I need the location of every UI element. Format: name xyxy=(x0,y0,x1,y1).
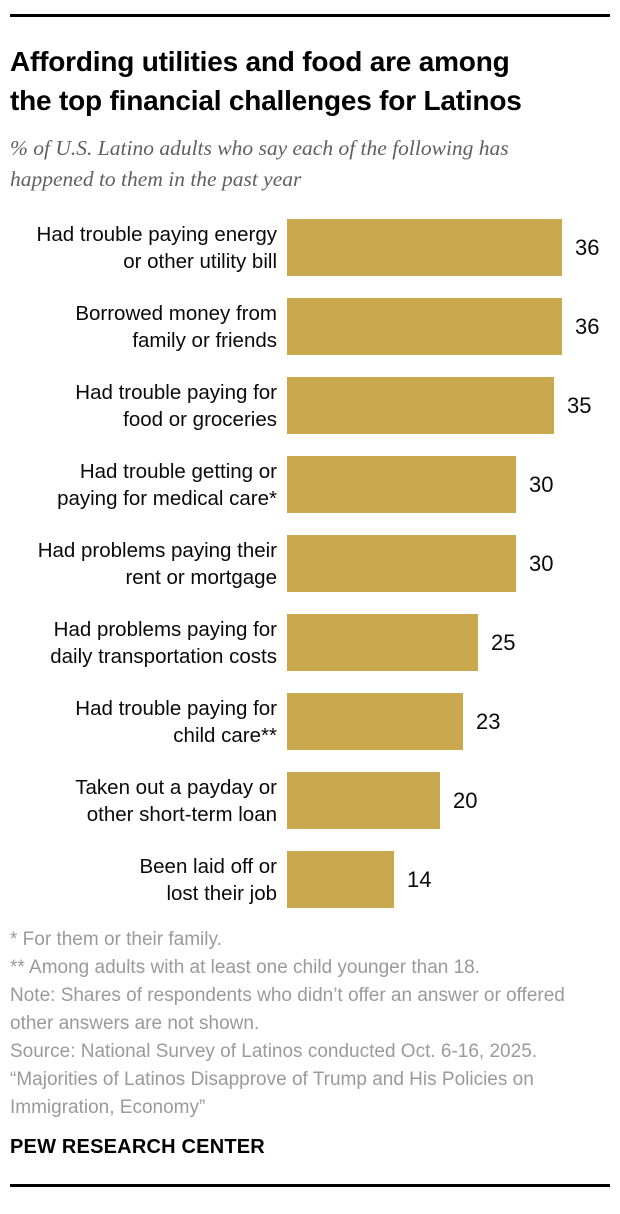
title-line-2: the top financial challenges for Latinos xyxy=(10,85,522,116)
bar xyxy=(287,377,554,434)
note-source: Source: National Survey of Latinos condu… xyxy=(10,1041,538,1062)
bar-row: Taken out a payday or other short-term lo… xyxy=(10,772,610,829)
bar-label: Had trouble paying for child care** xyxy=(75,696,277,747)
bar-row: Had trouble paying for child care** 23 xyxy=(10,693,610,750)
bar-value: 30 xyxy=(529,471,554,497)
bottom-rule xyxy=(10,1184,610,1187)
bar-label: Had trouble paying for food or groceries xyxy=(75,380,277,431)
bar-value: 14 xyxy=(407,866,432,892)
bar-value: 35 xyxy=(567,392,592,418)
bar-label: Had problems paying their rent or mortgag… xyxy=(37,538,277,589)
chart-rows: Had trouble paying energy or other utilit… xyxy=(10,219,610,908)
bar-value: 25 xyxy=(491,629,516,655)
bar-row: Been laid off or lost their job 14 xyxy=(10,851,610,908)
bar xyxy=(287,614,478,671)
note-general: Note: Shares of respondents who didn’t o… xyxy=(10,985,565,1034)
bar-label: Had problems paying for daily transportat… xyxy=(50,617,277,668)
pew-research-center-wordmark: PEW RESEARCH CENTER xyxy=(10,1136,265,1158)
report-card: Affording utilities and food are among t… xyxy=(0,14,620,1187)
note-report-title: “Majorities of Latinos Disapprove of Tru… xyxy=(10,1069,534,1118)
bar-row: Had trouble paying for food or groceries … xyxy=(10,377,610,434)
chart-notes: * For them or their family. ** Among adu… xyxy=(10,926,610,1122)
bar-value: 36 xyxy=(575,234,600,260)
bar-row: Had problems paying for daily transportat… xyxy=(10,614,610,671)
bar-row: Had trouble paying energy or other utilit… xyxy=(10,219,610,276)
bar-label: Had trouble getting or paying for medical… xyxy=(57,459,277,510)
bar xyxy=(287,456,516,513)
note-double-asterisk: ** Among adults with at least one child … xyxy=(10,957,481,978)
bar-value: 23 xyxy=(476,708,501,734)
title-line-1: Affording utilities and food are among xyxy=(10,46,510,77)
bar xyxy=(287,693,463,750)
bar-label: Been laid off or lost their job xyxy=(139,854,277,905)
bar-row: Borrowed money from family or friends 36 xyxy=(10,298,610,355)
page-title: Affording utilities and food are among t… xyxy=(10,42,610,120)
bar xyxy=(287,219,562,276)
bar-row: Had trouble getting or paying for medical… xyxy=(10,456,610,513)
bar-value: 20 xyxy=(453,787,478,813)
top-rule xyxy=(10,14,610,17)
bar-value: 36 xyxy=(575,313,600,339)
bar xyxy=(287,772,440,829)
subtitle-line-2: happened to them in the past year xyxy=(10,167,302,191)
subtitle-line-1: % of U.S. Latino adults who say each of … xyxy=(10,136,509,160)
bar xyxy=(287,535,516,592)
note-asterisk: * For them or their family. xyxy=(10,929,222,950)
bar-chart: Had trouble paying energy or other utilit… xyxy=(10,219,610,908)
bar-label: Had trouble paying energy or other utilit… xyxy=(36,222,277,273)
bar-row: Had problems paying their rent or mortgag… xyxy=(10,535,610,592)
bar-label: Taken out a payday or other short-term lo… xyxy=(75,775,277,826)
chart-subtitle: % of U.S. Latino adults who say each of … xyxy=(10,133,610,195)
bar-value: 30 xyxy=(529,550,554,576)
bar-label: Borrowed money from family or friends xyxy=(75,301,277,352)
bar xyxy=(287,298,562,355)
bar xyxy=(287,851,394,908)
